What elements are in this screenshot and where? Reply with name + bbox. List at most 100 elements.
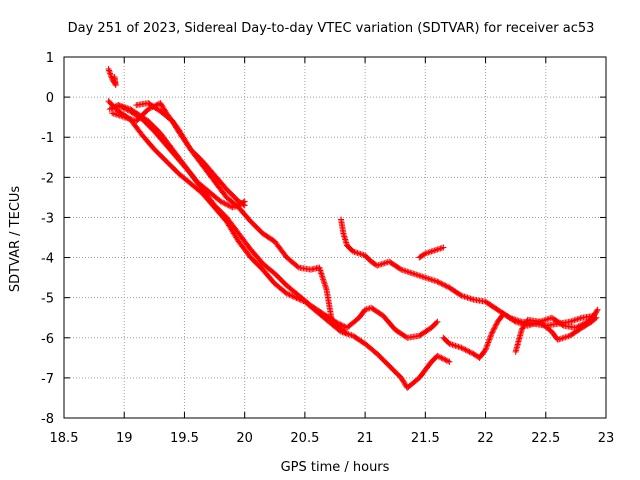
data-marker-run (194, 179, 211, 194)
data-marker-run (152, 147, 169, 164)
data-marker-run (316, 266, 330, 292)
data-marker-run (110, 110, 126, 120)
data-marker-run (357, 251, 367, 259)
data-marker-run (122, 114, 138, 124)
data-marker-run (297, 293, 313, 308)
data-marker-run (212, 173, 229, 192)
x-tick-label: 23 (598, 431, 615, 446)
data-point (410, 270, 417, 277)
data-marker-run (188, 181, 205, 196)
data-marker-run (338, 218, 347, 235)
data-point (241, 202, 248, 209)
x-tick-label: 21 (357, 431, 374, 446)
data-point (440, 244, 447, 251)
data-marker-run (375, 259, 391, 269)
data-marker-run (435, 353, 452, 365)
data-point (145, 106, 152, 113)
data-marker-run (200, 159, 217, 178)
data-marker-run (568, 325, 584, 338)
data-marker-run (212, 179, 229, 200)
data-marker-run (236, 231, 253, 252)
data-marker-run (459, 345, 476, 357)
data-point (106, 106, 113, 113)
data-point (593, 314, 600, 321)
data-marker-run (323, 288, 335, 320)
data-marker-run (158, 131, 175, 152)
data-marker-run (356, 307, 368, 320)
data-marker-run (513, 328, 525, 354)
y-tick-label: -6 (41, 332, 54, 347)
data-marker-run (556, 333, 572, 343)
data-marker-run (182, 163, 199, 184)
data-point (446, 358, 453, 365)
data-marker-run (152, 129, 169, 148)
data-marker-run (568, 315, 584, 325)
data-marker-run (387, 363, 404, 380)
data-marker-run (447, 285, 464, 298)
data-marker-run (345, 315, 361, 330)
series-arc-1 (105, 66, 119, 89)
data-marker-run (260, 231, 277, 244)
y-tick-label: 0 (46, 91, 54, 106)
data-marker-run (309, 303, 325, 316)
data-point (344, 330, 351, 337)
data-marker-run (351, 333, 367, 346)
data-marker-run (459, 293, 476, 303)
data-point (488, 330, 495, 337)
data-marker-run (345, 243, 356, 254)
data-marker-run (272, 239, 289, 260)
y-tick-label: -7 (41, 372, 54, 387)
data-point (458, 344, 465, 351)
data-marker-run (329, 315, 341, 330)
data-marker-run (224, 215, 241, 236)
data-marker-run (336, 325, 349, 336)
x-axis-label: GPS time / hours (281, 460, 390, 475)
data-marker-run (363, 341, 379, 356)
data-marker-run (429, 319, 440, 330)
data-marker-run (170, 119, 181, 133)
x-tick-label: 21.5 (411, 431, 440, 446)
x-tick-label: 19 (116, 431, 133, 446)
data-marker-run (489, 320, 500, 336)
data-point (482, 346, 489, 353)
data-marker-run (483, 299, 500, 312)
series-arc-9 (440, 310, 597, 361)
y-axis-label: SDTVAR / TECUs (8, 186, 23, 293)
data-marker-run (272, 271, 289, 288)
axis-ticks: 18.5 19 19.5 20 20.5 21 21.5 22 22.5 23 1 0 -1 -2 -3 -4… (41, 51, 614, 446)
data-marker-run (248, 247, 265, 266)
data-marker-run (423, 275, 439, 285)
data-marker-run (297, 264, 313, 273)
data-marker-run (200, 163, 217, 184)
data-point (105, 66, 112, 73)
data-marker-run (375, 351, 392, 368)
data-marker-run (405, 375, 422, 390)
plot-frame (63, 56, 607, 419)
data-marker-run (116, 102, 132, 112)
data-marker-run (393, 327, 410, 340)
data-marker-run (248, 255, 265, 272)
data-point (434, 318, 441, 325)
data-point (434, 246, 441, 253)
data-marker-run (236, 199, 247, 208)
data-point (111, 74, 118, 81)
data-marker-run (429, 247, 439, 255)
data-marker-run (176, 171, 193, 186)
data-marker-run (549, 329, 560, 342)
data-marker-run (285, 255, 301, 270)
x-tick-label: 22 (477, 431, 494, 446)
series-arc-2 (105, 98, 453, 391)
y-tick-label: -8 (41, 412, 54, 427)
data-marker-run (140, 133, 157, 152)
data-marker-run (231, 202, 241, 210)
data-marker-run (501, 311, 518, 324)
data-marker-run (164, 159, 181, 176)
data-marker-run (369, 305, 385, 318)
data-marker-run (146, 119, 163, 136)
y-tick-label: -5 (41, 292, 54, 307)
data-marker-run (200, 187, 217, 208)
data-marker-run (435, 245, 445, 253)
data-marker-run (128, 106, 145, 120)
data-marker-run (417, 325, 434, 338)
